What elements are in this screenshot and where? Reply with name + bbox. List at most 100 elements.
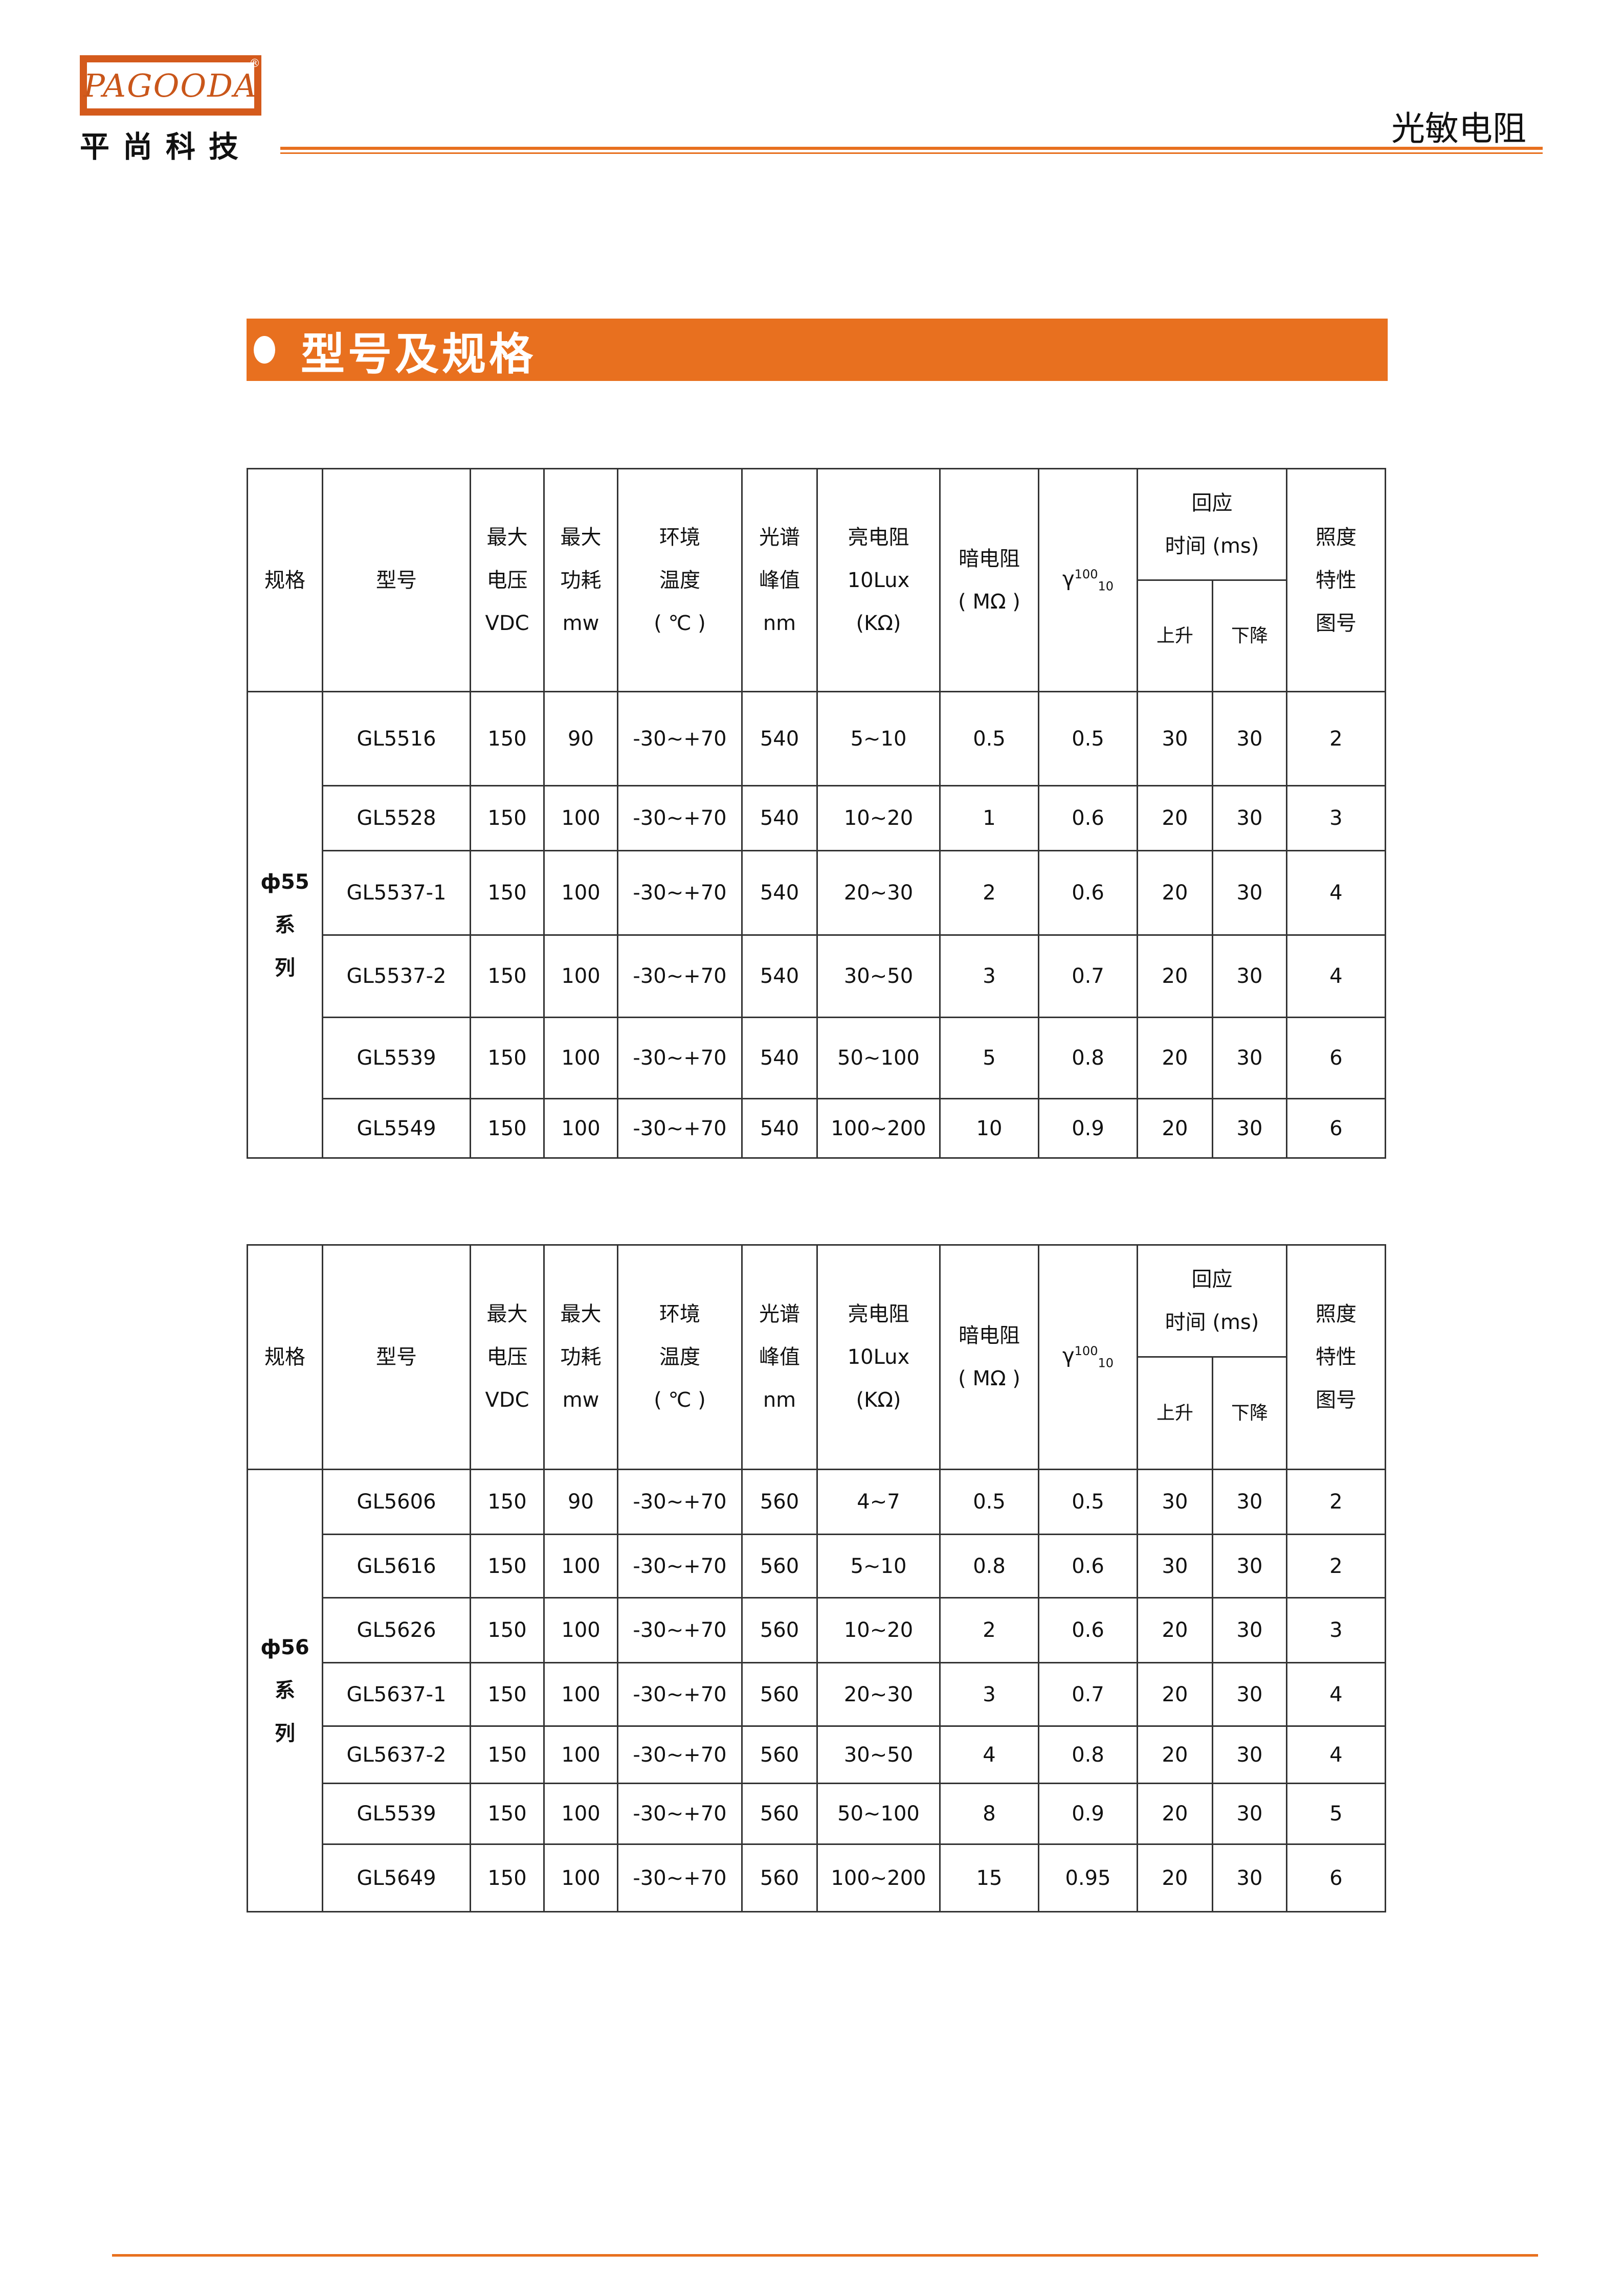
bullet-icon (254, 336, 275, 364)
header-temp: 环境 温度 ( ℃ ) (617, 1244, 743, 1470)
header-line: (KΩ) (856, 1388, 901, 1412)
header-divider (280, 147, 1543, 150)
table-cell: 560 (741, 1725, 818, 1784)
header-line: 最大 (486, 1302, 528, 1326)
table-cell: 20~30 (816, 1662, 941, 1727)
table-cell: 560 (741, 1783, 818, 1845)
header-line: nm (763, 611, 796, 635)
header-power: 最大 功耗 mw (543, 1244, 618, 1470)
header-temp: 环境温度 ( ℃ ) (617, 468, 743, 692)
table-cell: 0.8 (1038, 1017, 1138, 1099)
header-line: VDC (485, 1388, 529, 1412)
header-line: 照度 (1316, 1302, 1356, 1326)
header-spec: 规格 (247, 468, 323, 692)
table-cell: 100 (543, 934, 618, 1018)
table-cell: 100 (543, 1783, 618, 1845)
table-cell: 20 (1137, 1098, 1213, 1159)
gamma-sub: 10 (1098, 1356, 1114, 1370)
table-cell: 20 (1137, 1597, 1213, 1663)
table-row: GL5539 150 100 -30~+70 540 50~100 5 0.8 20 30 6 (248, 1017, 1386, 1099)
table-cell: 0.6 (1038, 1597, 1138, 1663)
table-cell: 4 (1286, 1662, 1386, 1727)
table-cell: -30~+70 (617, 1017, 743, 1099)
table-cell: 0.7 (1038, 934, 1138, 1018)
table-cell: 540 (741, 1017, 818, 1099)
header-line: ( ℃ ) (654, 1388, 706, 1412)
header-line: 列 (275, 1722, 295, 1745)
header-line: 环境 (659, 525, 700, 549)
table-row: GL5637-2 150 100 -30~+70 560 30~50 4 0.8 20 30 4 (248, 1725, 1386, 1784)
table-cell: 100 (543, 1597, 618, 1663)
company-logo: PAGOODA ® (80, 55, 261, 116)
table-row: ф55 系列 GL5516 150 90 -30~+70 540 5~10 0.5 0.5 30 30… (247, 691, 1386, 1159)
table-cell: 50~100 (816, 1017, 941, 1099)
table-cell: GL5516 (322, 691, 471, 786)
table-cell: 0.9 (1038, 1098, 1138, 1159)
gamma-symbol: γ (1062, 1344, 1075, 1368)
table-cell: -30~+70 (617, 1662, 743, 1727)
table-cell: 150 (470, 1469, 545, 1535)
table-cell: 20 (1137, 934, 1213, 1018)
table-cell: 30~50 (816, 1725, 941, 1784)
table-cell: GL5637-2 (322, 1725, 471, 1784)
table-cell: 6 (1286, 1843, 1386, 1912)
table-cell: 100~200 (816, 1098, 941, 1159)
table-cell: 20 (1137, 1783, 1213, 1845)
table-cell: GL5537-1 (322, 850, 471, 936)
header-line: ( ℃ ) (654, 611, 706, 635)
header-line: 功耗 (560, 1345, 602, 1369)
header-model: 型号 (322, 468, 471, 692)
table-cell: -30~+70 (617, 1843, 743, 1912)
series-label: ф55 系列 (247, 691, 323, 1159)
table-cell: GL5549 (322, 1098, 471, 1159)
table-cell: 2 (939, 1597, 1039, 1663)
spec-table: 规格 型号 最大 电压 VDC 最大 功耗 mw 环境 温度 ( ℃ ) 光谱 峰值 nm 亮电… (247, 1244, 1386, 1912)
table-cell: 20 (1137, 1017, 1213, 1099)
header-voltage: 最大 电压 VDC (470, 468, 545, 692)
table-cell: 30 (1212, 691, 1287, 786)
table-cell: 4 (1286, 850, 1386, 936)
header-line: 温度 (659, 568, 700, 592)
header-line: 峰值 (759, 1345, 800, 1369)
header-line: 温度 (659, 1345, 700, 1369)
table-cell: 2 (1286, 1469, 1386, 1535)
header-line: 图号 (1316, 611, 1356, 635)
table-cell: 8 (939, 1783, 1039, 1845)
table-cell: 90 (543, 1469, 618, 1535)
header-gamma: γ10010 (1038, 1244, 1138, 1470)
table-cell: -30~+70 (617, 691, 743, 786)
table-row: ф56 系列 GL5606 150 90 -30~+70 560 4~7 0.5 0.5 30 30 2 (247, 1469, 1386, 1912)
header-peak: 光谱 峰值 nm (741, 1244, 818, 1470)
table-cell: GL5539 (322, 1017, 471, 1099)
table-cell: 100 (543, 1843, 618, 1912)
company-name: 平尚科技 (80, 129, 252, 164)
table-cell: 6 (1286, 1098, 1386, 1159)
header-line: (KΩ) (856, 611, 901, 635)
table-cell: -30~+70 (617, 1098, 743, 1159)
table-cell: 20 (1137, 1662, 1213, 1727)
table-cell: 150 (470, 1843, 545, 1912)
header-fall: 下降 (1212, 579, 1287, 692)
table-cell: 4~7 (816, 1469, 941, 1535)
table-cell: 3 (1286, 1597, 1386, 1663)
table-cell: 50~100 (816, 1783, 941, 1845)
table-cell: 0.6 (1038, 785, 1138, 851)
table-cell: 3 (939, 1662, 1039, 1727)
header-dark-resistance: 暗电阻 ( MΩ ) (939, 1244, 1039, 1470)
table-cell: 0.6 (1038, 1534, 1138, 1599)
header-line: 时间 (ms) (1165, 534, 1259, 558)
table-cell: 560 (741, 1469, 818, 1535)
header-line: 回应 (1191, 491, 1233, 515)
table-cell: 0.5 (939, 691, 1039, 786)
table-cell: 3 (1286, 785, 1386, 851)
table-cell: 30 (1137, 1469, 1213, 1535)
table-cell: 560 (741, 1534, 818, 1599)
table-cell: 30 (1137, 691, 1213, 786)
table-cell: 0.8 (1038, 1725, 1138, 1784)
table-cell: -30~+70 (617, 850, 743, 936)
table-cell: 20~30 (816, 850, 941, 936)
header-line: 暗电阻 (959, 1324, 1020, 1347)
header-line: 列 (275, 956, 295, 980)
table-cell: 30 (1137, 1534, 1213, 1599)
header-fall: 下降 (1212, 1356, 1287, 1470)
